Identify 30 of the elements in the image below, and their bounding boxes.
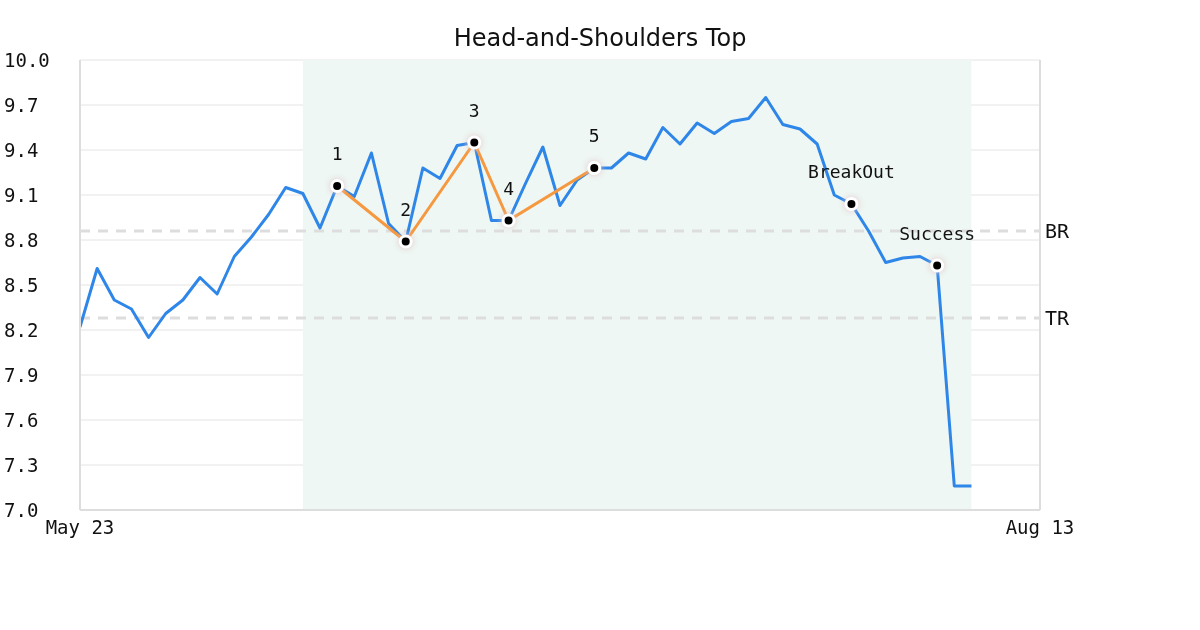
point — [330, 179, 345, 193]
point — [930, 258, 945, 273]
y-tick-label: 9.7 — [4, 94, 39, 116]
chart-title: Head-and-Shoulders Top — [452, 24, 748, 52]
annotation: 3 — [468, 99, 480, 121]
point — [398, 234, 413, 249]
y-tick-label: 7.3 — [4, 454, 39, 476]
point — [501, 213, 516, 228]
x-tick-label: Aug 13 — [1005, 516, 1075, 538]
y-tick-label: 9.4 — [4, 139, 39, 161]
y-tick-label: 7.9 — [4, 364, 39, 386]
point — [844, 197, 859, 211]
y-tick-label: 8.2 — [4, 319, 39, 341]
annotation: 5 — [588, 125, 600, 146]
y-tick-label: 7.6 — [4, 409, 39, 431]
annotation: 4 — [503, 177, 514, 199]
ref-line-label: BR — [1045, 219, 1071, 244]
annotation: Success — [899, 222, 976, 244]
y-tick-label: 10.0 — [4, 49, 50, 71]
annotation: 1 — [331, 143, 343, 164]
ref-line-label: TR — [1045, 306, 1071, 331]
annotation: 2 — [400, 198, 412, 220]
line-series — [80, 96, 973, 488]
x-tick-label: May 23 — [45, 516, 115, 538]
y-tick-label: 8.8 — [4, 229, 39, 251]
y-tick-label: 8.5 — [4, 274, 39, 296]
point — [587, 161, 602, 175]
point — [467, 135, 482, 150]
y-tick-label: 7.0 — [4, 499, 39, 521]
y-tick-label: 9.1 — [4, 184, 39, 206]
